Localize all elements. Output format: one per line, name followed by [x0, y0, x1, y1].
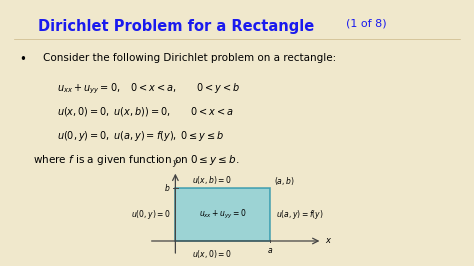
Bar [175, 188, 270, 241]
Text: •: • [19, 53, 26, 66]
Text: Dirichlet Problem for a Rectangle: Dirichlet Problem for a Rectangle [38, 19, 314, 34]
Text: $u(x,0) = 0$: $u(x,0) = 0$ [191, 248, 231, 260]
Text: $a$: $a$ [267, 246, 273, 255]
Text: $(a,b)$: $(a,b)$ [274, 175, 295, 187]
Text: $u_{xx} + u_{yy} = 0$: $u_{xx} + u_{yy} = 0$ [199, 208, 246, 221]
Text: Consider the following Dirichlet problem on a rectangle:: Consider the following Dirichlet problem… [43, 53, 336, 63]
Text: $u_{xx} + u_{yy} = 0,\quad 0 < x < a,\qquad 0 < y < b$: $u_{xx} + u_{yy} = 0,\quad 0 < x < a,\qq… [57, 81, 240, 95]
Text: $u(0,y) = 0$: $u(0,y) = 0$ [131, 208, 171, 221]
Text: $b$: $b$ [164, 182, 170, 193]
Text: $u(x,b) = 0$: $u(x,b) = 0$ [191, 174, 231, 186]
Text: (1 of 8): (1 of 8) [346, 19, 387, 29]
Text: $x$: $x$ [325, 236, 332, 246]
Text: where $f$ is a given function on $0 \leq y \leq b$.: where $f$ is a given function on $0 \leq… [33, 153, 239, 167]
Text: $u(a,y) = f(y)$: $u(a,y) = f(y)$ [276, 208, 324, 221]
Text: $u(x,0) = 0, \; u(x,b)) = 0,\qquad 0 < x < a$: $u(x,0) = 0, \; u(x,b)) = 0,\qquad 0 < x… [57, 105, 233, 118]
Text: $y$: $y$ [172, 158, 179, 169]
Text: $u(0, y) = 0, \; u(a, y) = f(y), \; 0 \leq y \leq b$: $u(0, y) = 0, \; u(a, y) = f(y), \; 0 \l… [57, 129, 224, 143]
